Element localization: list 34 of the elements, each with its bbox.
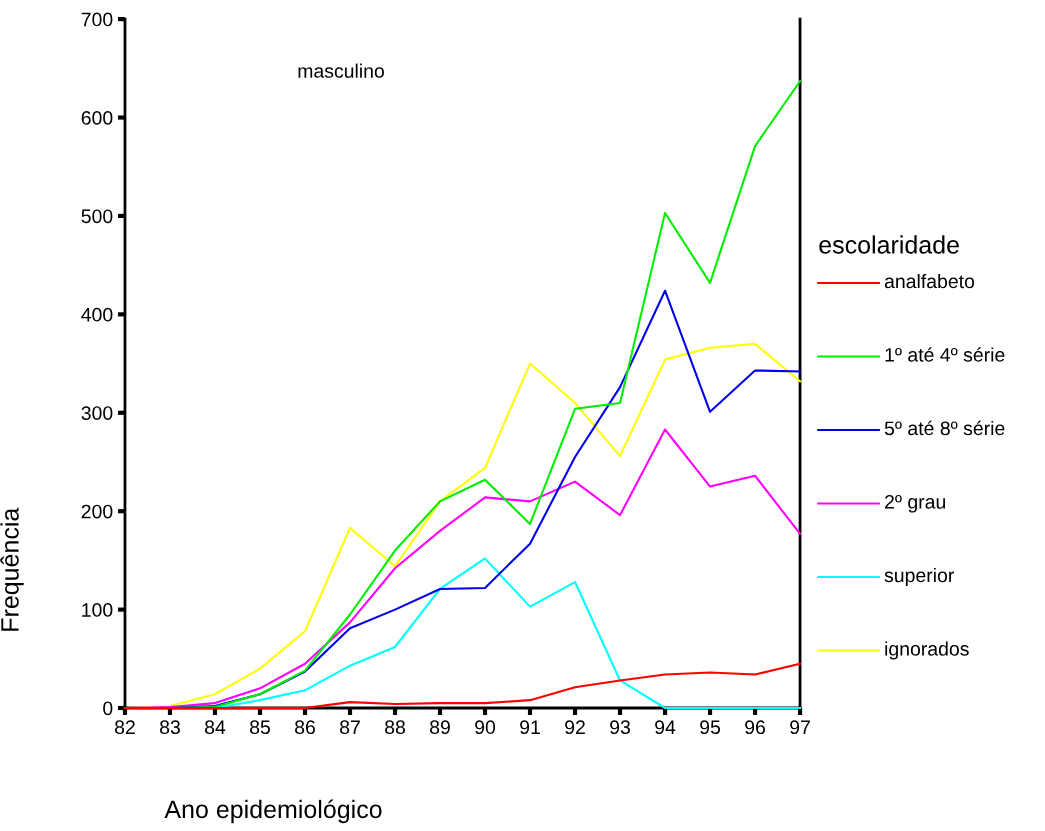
x-tick-label: 97 [790, 720, 810, 735]
x-tick-label: 90 [475, 720, 496, 735]
y-tick-label: 500 [81, 209, 113, 224]
y-tick-label: 0 [103, 701, 113, 716]
x-tick-label: 95 [700, 720, 721, 735]
x-tick-label: 83 [160, 720, 180, 735]
y-axis-title: Frequência [0, 507, 24, 631]
legend-label: analfabeto [884, 273, 975, 289]
legend-title: escolaridade [819, 235, 959, 254]
legend-label: 5º até 8º série [884, 420, 1005, 436]
legend-label: ignorados [885, 641, 969, 660]
y-tick-label: 300 [81, 406, 113, 421]
x-tick-label: 93 [610, 720, 630, 735]
x-tick-label: 94 [655, 720, 676, 735]
x-tick-label: 82 [115, 720, 135, 735]
x-tick-label: 84 [205, 720, 226, 735]
annotation: masculino [298, 63, 384, 78]
x-tick-label: 92 [565, 720, 585, 735]
x-tick-label: 96 [745, 720, 766, 735]
y-tick-label: 100 [82, 603, 113, 617]
x-tick-label: 89 [430, 720, 450, 735]
y-tick-label: 700 [81, 12, 113, 27]
x-tick-label: 87 [340, 720, 360, 735]
y-tick-label: 200 [81, 504, 113, 519]
legend-label: 1º até 4º série [885, 347, 1005, 362]
legend-label: 2º grau [885, 494, 946, 513]
x-tick-label: 91 [520, 720, 540, 735]
legend-label: superior [884, 567, 954, 587]
y-tick-label: 400 [81, 307, 113, 322]
x-tick-label: 85 [250, 720, 270, 735]
x-tick-label: 88 [385, 720, 405, 735]
y-tick-label: 600 [81, 111, 113, 125]
x-axis-title: Ano epidemiológico [164, 799, 382, 824]
x-tick-label: 86 [295, 720, 315, 735]
